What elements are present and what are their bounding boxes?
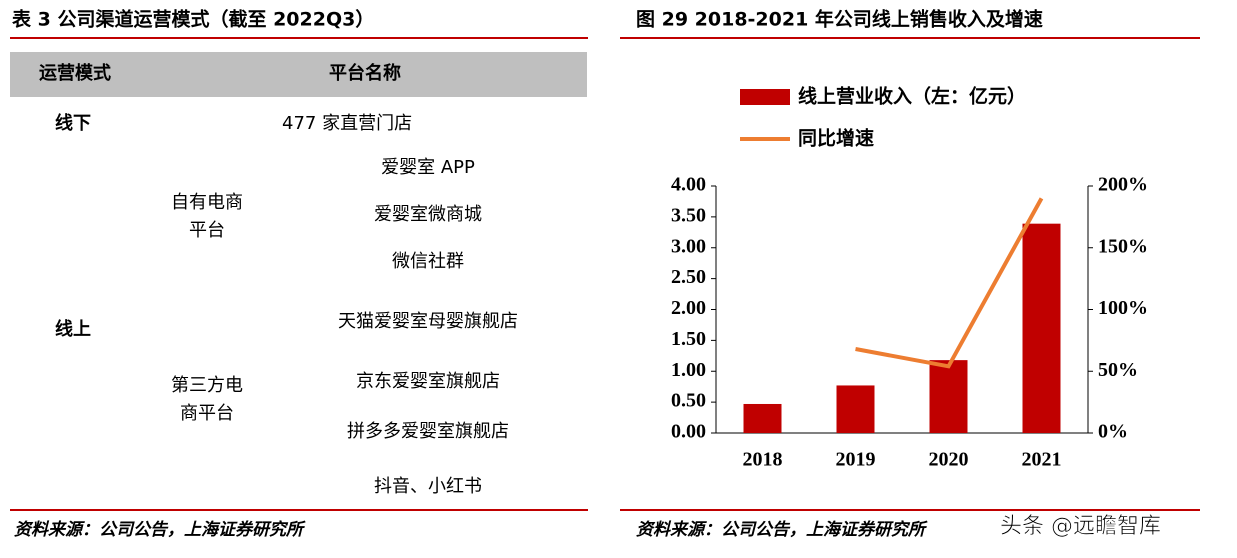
header-band [10, 52, 587, 97]
y-tick-label: 3.00 [671, 235, 706, 257]
platform: 京东爱婴室旗舰店 [356, 371, 500, 392]
source-note: 资料来源：公司公告，上海证券研究所 [636, 520, 928, 540]
y-tick-label: 2.00 [671, 297, 706, 319]
platform: 477 家直营门店 [282, 113, 412, 134]
header-cell: 运营模式 [39, 62, 111, 84]
y-tick-label: 1.00 [671, 359, 706, 381]
x-tick-label: 2021 [1022, 449, 1062, 471]
line [855, 197, 1044, 369]
legend-label: 线上营业收入（左：亿元） [798, 85, 1026, 108]
y2-tick-label: 150% [1098, 235, 1148, 257]
y-tick-label: 0.00 [671, 421, 706, 443]
group-name: 第三方电 [171, 375, 243, 396]
table-title: 表 3 公司渠道运营模式（截至 2022Q3） [12, 8, 374, 31]
header-cell: 平台名称 [329, 62, 401, 84]
y-tick-label: 2.50 [671, 266, 706, 288]
x-tick-label: 2018 [743, 449, 783, 471]
platform: 拼多多爱婴室旗舰店 [347, 421, 509, 442]
platform: 爱婴室微商城 [374, 204, 482, 225]
y-tick-label: 4.00 [671, 174, 706, 196]
group-name: 自有电商 [171, 192, 243, 213]
legend-swatch [740, 89, 790, 105]
x-tick-label: 2020 [929, 449, 969, 471]
mode-label: 线下 [55, 112, 91, 134]
source-note: 资料来源：公司公告，上海证券研究所 [14, 520, 306, 540]
group-name: 平台 [189, 220, 225, 241]
y2-tick-label: 100% [1098, 297, 1148, 319]
y-tick-label: 3.50 [671, 204, 706, 226]
y2-tick-label: 200% [1098, 174, 1148, 196]
chart: 0.00 0.50 1.00 1.50 2.00 2.50 3.00 3.50 4.00 0% 50… [671, 85, 1148, 471]
platform: 微信社群 [392, 251, 464, 272]
mode-label: 线上 [55, 318, 91, 340]
bar [743, 403, 782, 433]
bar [1022, 223, 1061, 433]
group-name: 商平台 [180, 403, 234, 424]
platform: 天猫爱婴室母婴旗舰店 [338, 311, 518, 332]
y-tick-label: 1.50 [671, 328, 706, 350]
bar [836, 385, 875, 433]
bar [929, 360, 968, 433]
y-tick-label: 0.50 [671, 390, 706, 412]
y2-tick-label: 0% [1098, 421, 1128, 443]
x-tick-label: 2019 [836, 449, 876, 471]
y2-tick-label: 50% [1098, 359, 1138, 381]
legend-label: 同比增速 [798, 127, 874, 150]
chart-title: 图 29 2018-2021 年公司线上销售收入及增速 [636, 8, 1043, 31]
platform: 爱婴室 APP [381, 157, 475, 178]
watermark: 头条 @远瞻智库 [1000, 514, 1161, 539]
platform: 抖音、小红书 [374, 476, 482, 497]
